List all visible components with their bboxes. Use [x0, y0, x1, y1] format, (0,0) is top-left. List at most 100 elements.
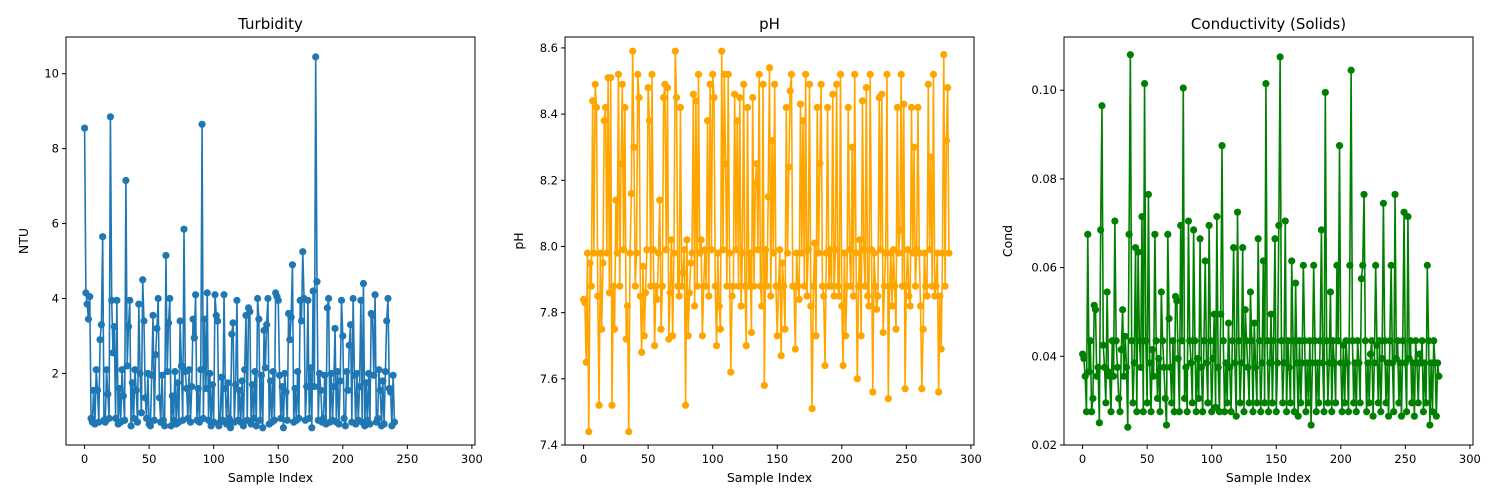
data-point	[842, 332, 850, 340]
data-point	[672, 93, 681, 102]
plot-frame	[1063, 36, 1474, 446]
data-point	[149, 311, 157, 319]
data-point	[716, 325, 725, 333]
data-point	[1321, 88, 1329, 97]
data-point	[1183, 408, 1191, 416]
data-point	[613, 249, 621, 257]
data-point	[889, 246, 898, 254]
data-point	[211, 291, 219, 299]
data-point	[279, 424, 288, 432]
data-point	[1168, 399, 1176, 407]
data-point	[706, 80, 714, 88]
data-point	[389, 371, 397, 379]
data-point	[749, 93, 757, 102]
data-point	[870, 249, 878, 257]
data-point	[142, 414, 151, 422]
series-markers	[80, 53, 399, 432]
data-point	[648, 70, 656, 78]
data-point	[339, 332, 347, 340]
data-point	[1273, 359, 1282, 367]
data-point	[255, 315, 263, 323]
data-point	[1333, 261, 1341, 269]
data-point	[1099, 341, 1107, 349]
data-point	[1242, 337, 1251, 345]
data-point	[104, 390, 112, 398]
data-point	[194, 384, 202, 393]
data-point	[1343, 359, 1351, 367]
data-point	[844, 103, 852, 112]
data-point	[353, 369, 361, 378]
data-point	[1086, 337, 1094, 345]
data-point	[1161, 394, 1169, 403]
data-point	[1397, 412, 1406, 420]
data-point	[625, 428, 633, 436]
data-point	[582, 358, 590, 366]
data-point	[1173, 297, 1181, 305]
data-point	[1338, 408, 1346, 416]
data-point	[759, 80, 767, 88]
data-point	[374, 414, 382, 422]
data-point	[1319, 359, 1327, 367]
data-point	[746, 249, 754, 257]
data-point	[384, 294, 392, 303]
data-point	[933, 249, 941, 257]
data-point	[1231, 359, 1239, 367]
data-point	[1239, 244, 1247, 252]
data-point	[698, 332, 706, 340]
data-point	[189, 315, 197, 323]
x-tick-label: 200	[831, 452, 853, 466]
data-point	[294, 367, 302, 376]
data-point	[251, 367, 259, 376]
data-point	[1307, 421, 1315, 429]
data-point	[715, 302, 723, 310]
data-point	[1408, 399, 1416, 407]
data-point	[1262, 79, 1270, 88]
data-point	[163, 367, 171, 376]
data-point	[1159, 337, 1167, 345]
data-point	[684, 332, 692, 340]
data-point	[732, 246, 740, 254]
data-point	[1281, 217, 1289, 225]
data-point	[1306, 337, 1314, 345]
data-point	[146, 422, 155, 430]
data-point	[1240, 408, 1248, 416]
data-point	[1228, 337, 1236, 345]
data-point	[1344, 408, 1353, 416]
data-point	[261, 364, 269, 372]
data-point	[1128, 337, 1136, 345]
data-point	[824, 103, 832, 112]
data-point	[697, 236, 705, 244]
data-point	[725, 249, 734, 257]
data-point	[221, 384, 229, 393]
data-point	[1396, 359, 1404, 367]
data-point	[241, 366, 249, 374]
data-point	[1249, 408, 1257, 416]
data-point	[1255, 337, 1264, 345]
data-point	[845, 246, 854, 254]
y-tick-label: 8.0	[540, 239, 558, 253]
data-point	[80, 124, 89, 132]
data-point	[126, 296, 134, 304]
data-point	[1144, 190, 1153, 199]
data-point	[226, 424, 235, 432]
chart-title: pH	[759, 15, 780, 33]
data-point	[1320, 408, 1328, 416]
data-point	[1284, 337, 1292, 345]
data-point	[620, 246, 628, 254]
data-point	[626, 249, 634, 257]
data-point	[707, 246, 716, 254]
data-point	[940, 50, 948, 59]
data-point	[1289, 337, 1297, 345]
data-point	[1282, 408, 1291, 416]
data-point	[330, 382, 338, 391]
data-point	[612, 196, 620, 204]
data-point	[847, 282, 855, 290]
data-point	[1426, 421, 1434, 429]
data-point	[368, 311, 377, 319]
data-point	[1113, 363, 1122, 371]
data-point	[1221, 408, 1229, 416]
data-point	[1156, 408, 1164, 416]
data-point	[873, 305, 881, 313]
data-point	[127, 422, 135, 430]
